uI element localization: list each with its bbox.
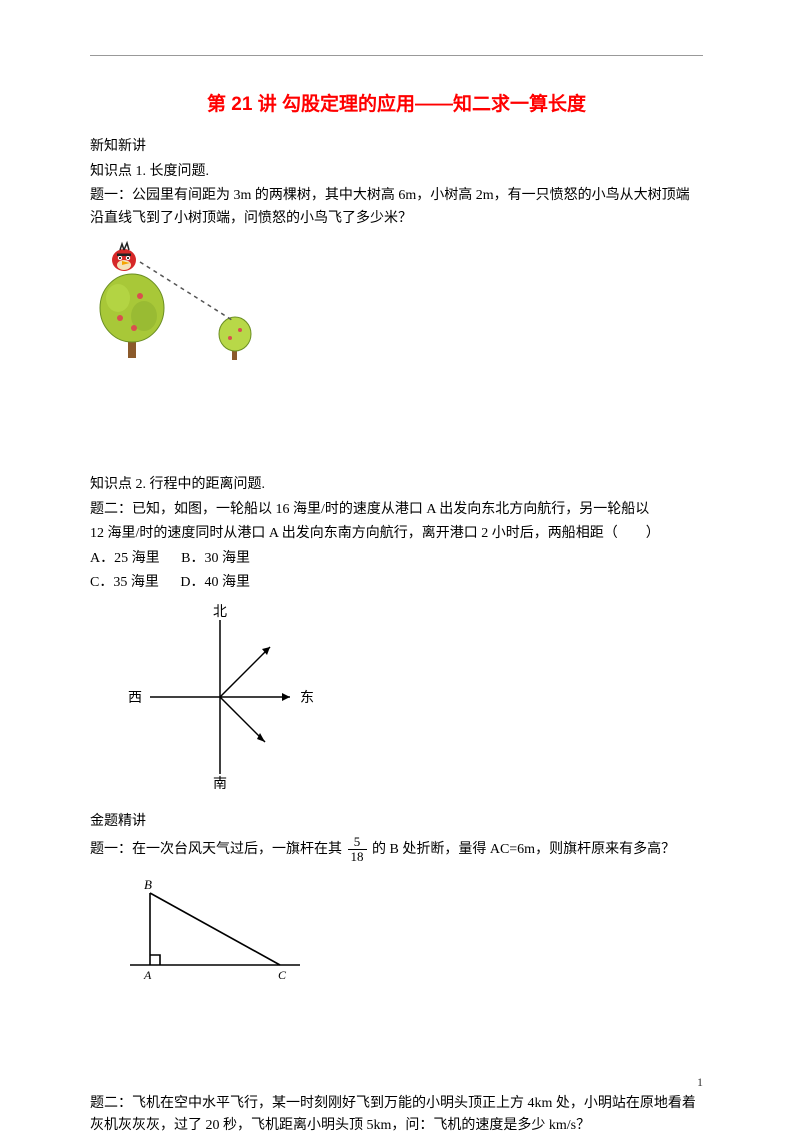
- q-jt1-b: 的 B 处折断，量得 AC=6m，则旗杆原来有多高？: [372, 842, 675, 857]
- option-d: D．40 海里: [180, 575, 250, 590]
- trees-bird-figure: [90, 238, 270, 368]
- vertex-B: B: [144, 877, 152, 892]
- page-title: 第 21 讲 勾股定理的应用——知二求一算长度: [90, 90, 703, 120]
- question-jt1: 题一：在一次台风天气过后，一旗杆在其 5 18 的 B 处折断，量得 AC=6m…: [90, 835, 703, 865]
- question-2-line2: 12 海里/时的速度同时从港口 A 出发向东南方向航行，离开港口 2 小时后，两…: [90, 523, 703, 545]
- section-heading-1: 新知新讲: [90, 136, 703, 158]
- top-rule: [90, 55, 703, 56]
- q-jt1-a: 题一：在一次台风天气过后，一旗杆在其: [90, 842, 342, 857]
- compass-figure: 北 南 东 西: [120, 602, 320, 792]
- label-west: 西: [128, 691, 142, 706]
- label-east: 东: [300, 690, 314, 706]
- fraction-num: 5: [348, 835, 367, 850]
- option-b: B．30 海里: [181, 551, 250, 566]
- knowledge-point-1: 知识点 1. 长度问题.: [90, 161, 703, 183]
- label-north: 北: [213, 604, 227, 620]
- option-c: C．35 海里: [90, 575, 159, 590]
- question-2-line1: 题二：已知，如图，一轮船以 16 海里/时的速度从港口 A 出发向东北方向航行，…: [90, 499, 703, 521]
- options-row-2: C．35 海里 D．40 海里: [90, 572, 703, 594]
- question-1: 题一：公园里有间距为 3m 的两棵树，其中大树高 6m，小树高 2m，有一只愤怒…: [90, 185, 703, 230]
- section-heading-2: 金题精讲: [90, 811, 703, 833]
- option-a: A．25 海里: [90, 551, 160, 566]
- fraction-den: 18: [348, 850, 367, 864]
- options-row-1: A．25 海里 B．30 海里: [90, 548, 703, 570]
- label-south: 南: [213, 776, 227, 792]
- knowledge-point-2: 知识点 2. 行程中的距离问题.: [90, 474, 703, 496]
- triangle-figure: B A C: [120, 875, 320, 985]
- vertex-C: C: [278, 968, 287, 982]
- fraction-5-18: 5 18: [348, 835, 367, 865]
- page-number: 1: [697, 1073, 703, 1092]
- question-jt2: 题二：飞机在空中水平飞行，某一时刻刚好飞到万能的小明头顶正上方 4km 处，小明…: [90, 1093, 703, 1138]
- vertex-A: A: [143, 968, 152, 982]
